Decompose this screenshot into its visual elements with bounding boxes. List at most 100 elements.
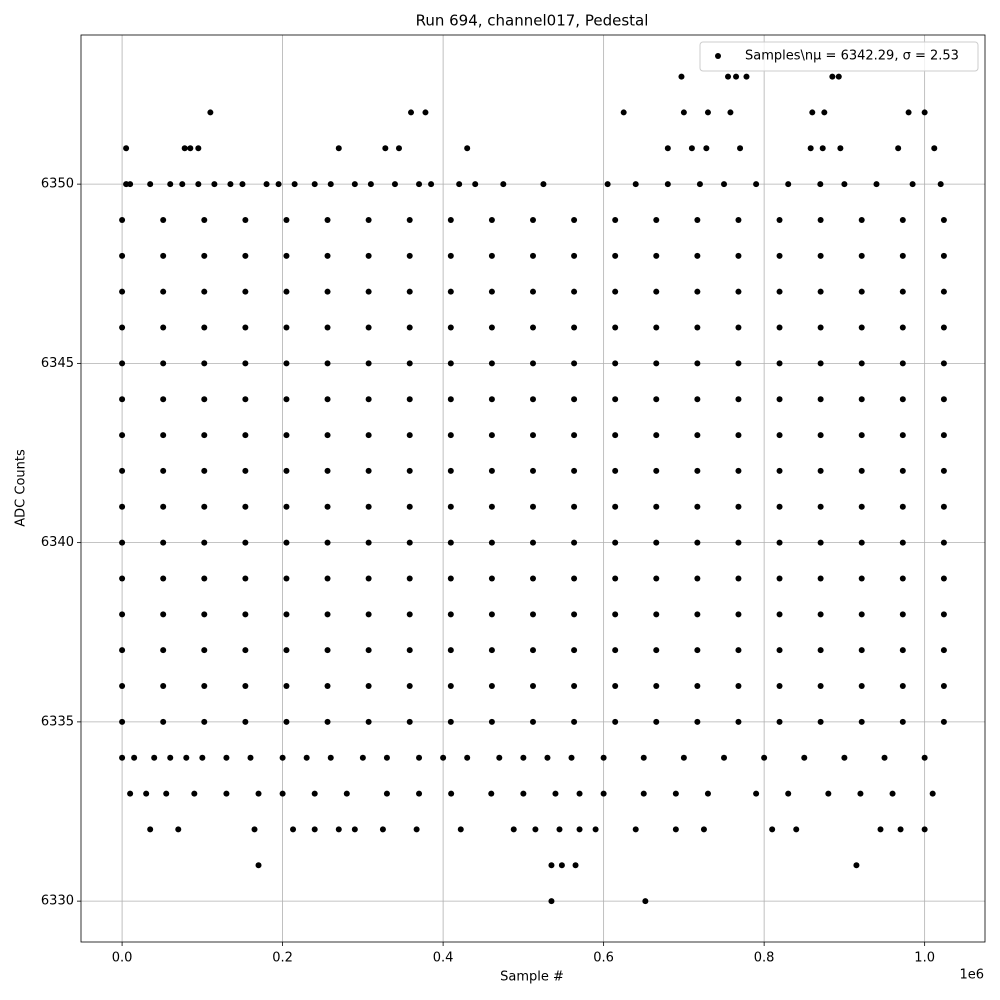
point — [776, 288, 783, 295]
point — [576, 826, 583, 833]
point — [488, 467, 495, 474]
point — [809, 109, 816, 116]
point — [735, 432, 742, 439]
point — [406, 539, 413, 546]
point — [510, 826, 517, 833]
point — [694, 360, 701, 367]
point — [743, 73, 750, 80]
point — [255, 790, 262, 797]
point — [600, 754, 607, 761]
point — [899, 683, 906, 690]
point — [406, 288, 413, 295]
point — [571, 467, 578, 474]
point — [552, 790, 559, 797]
point — [571, 252, 578, 259]
point — [311, 181, 318, 188]
point — [119, 503, 126, 510]
point — [119, 396, 126, 403]
point — [181, 145, 188, 152]
point — [807, 145, 814, 152]
point — [413, 826, 420, 833]
point — [365, 683, 372, 690]
point — [653, 683, 660, 690]
point — [201, 467, 208, 474]
point — [488, 539, 495, 546]
point — [160, 575, 167, 582]
point — [558, 862, 565, 869]
point — [576, 790, 583, 797]
point — [694, 324, 701, 331]
point — [612, 467, 619, 474]
plot-frame — [80, 34, 986, 943]
point — [653, 396, 660, 403]
point — [488, 288, 495, 295]
point — [899, 718, 906, 725]
point — [653, 216, 660, 223]
point — [530, 360, 536, 367]
point — [841, 754, 848, 761]
point — [940, 539, 947, 546]
point — [694, 432, 701, 439]
point — [612, 360, 619, 367]
point — [825, 790, 832, 797]
point — [324, 432, 331, 439]
point — [940, 396, 947, 403]
point — [143, 790, 150, 797]
point — [571, 539, 578, 546]
point — [694, 396, 701, 403]
point — [195, 145, 202, 152]
point — [694, 288, 701, 295]
point — [167, 754, 174, 761]
point — [940, 683, 947, 690]
point — [540, 181, 547, 188]
point — [897, 826, 904, 833]
point — [571, 360, 578, 367]
point — [940, 503, 947, 510]
point — [147, 181, 154, 188]
point — [735, 647, 742, 654]
point — [556, 826, 563, 833]
point — [201, 647, 208, 654]
point — [242, 324, 249, 331]
point — [694, 216, 701, 223]
point — [735, 360, 742, 367]
point — [899, 360, 906, 367]
point — [428, 181, 435, 188]
point — [365, 575, 372, 582]
point — [488, 216, 495, 223]
point — [447, 432, 454, 439]
point — [530, 647, 536, 654]
point — [940, 611, 947, 618]
point — [817, 432, 824, 439]
point — [571, 432, 578, 439]
point — [201, 718, 208, 725]
point — [406, 252, 413, 259]
point — [303, 754, 310, 761]
point — [640, 754, 647, 761]
point — [817, 252, 824, 259]
point — [365, 324, 372, 331]
point — [311, 826, 318, 833]
point — [119, 575, 126, 582]
legend-marker — [715, 53, 721, 59]
point — [406, 575, 413, 582]
point — [119, 360, 126, 367]
point — [530, 683, 536, 690]
x-tick-label: 0.6 — [593, 951, 614, 966]
point — [447, 360, 454, 367]
point — [858, 432, 865, 439]
point — [530, 539, 536, 546]
point — [940, 718, 947, 725]
point — [160, 288, 167, 295]
point — [899, 647, 906, 654]
point — [530, 575, 536, 582]
point — [694, 252, 701, 259]
point — [335, 145, 342, 152]
point — [324, 288, 331, 295]
point — [201, 575, 208, 582]
point — [119, 754, 126, 761]
point — [119, 683, 126, 690]
point — [408, 109, 415, 116]
point — [858, 575, 865, 582]
point — [456, 181, 463, 188]
